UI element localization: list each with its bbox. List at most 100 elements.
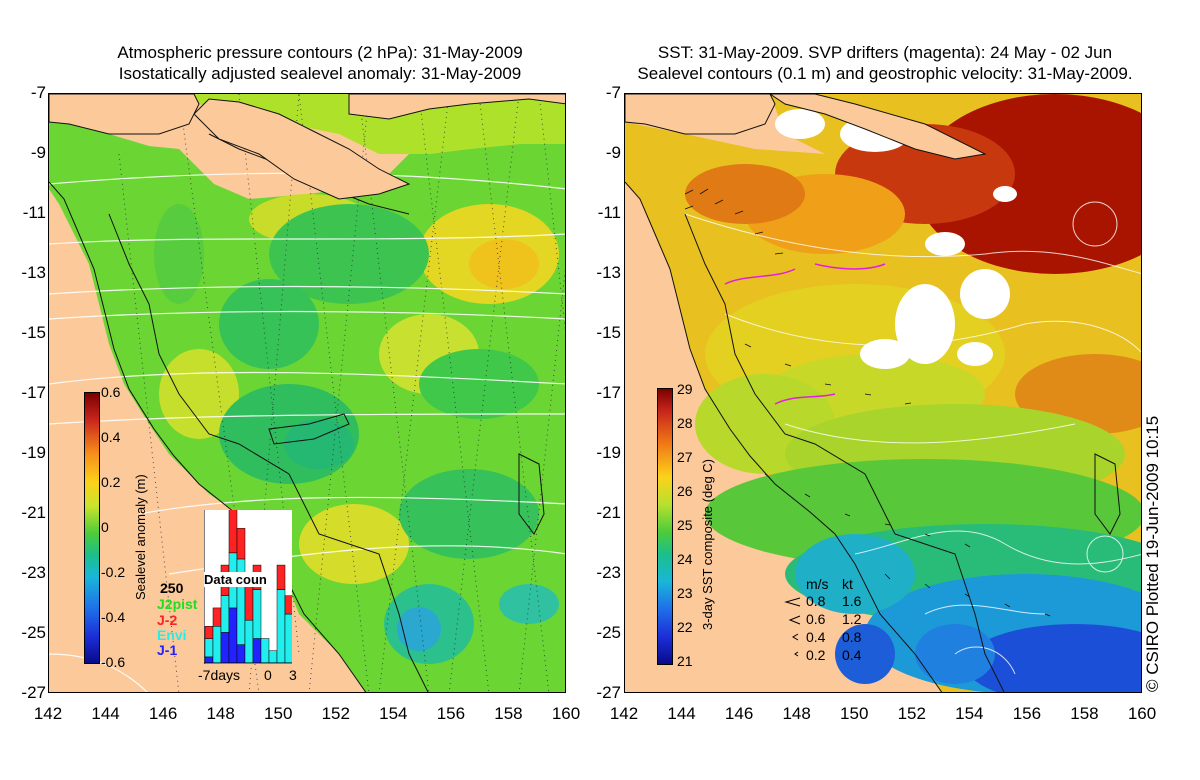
data-count-xlabel-start: -7days [198,667,241,683]
legend-j2: J-2 [157,612,178,628]
left-y-tick: -13 [21,263,46,282]
right-x-tick: 160 [1127,704,1157,723]
velocity-key-ms: 0.8 [806,593,826,609]
sealevel-colorbar [84,392,100,664]
legend-j1: J-1 [157,642,178,658]
data-count-bar [236,644,246,664]
data-count-bar [204,638,214,658]
sealevel-map-canvas [49,94,565,692]
right-title-line1: SST: 31-May-2009. SVP drifters (magenta)… [657,43,1113,62]
data-count-xlabel-zero: 0 [264,667,272,683]
data-count-bar [260,638,270,664]
sst-colorbar-tick: 28 [677,415,693,431]
data-count-bar [236,528,246,560]
right-x-tick: 146 [724,704,754,723]
data-count-ymax: 250 [160,580,184,596]
left-x-tick: 148 [206,704,235,723]
left-x-tick: 150 [264,704,293,723]
data-count-bar [252,638,262,664]
right-y-tick: -9 [605,143,621,162]
sst-colorbar-tick: 23 [677,585,693,601]
legend-envi: Envi [157,627,187,643]
right-y-tick: -11 [597,203,621,222]
left-x-tick: 146 [148,704,178,723]
data-count-bar [220,632,230,664]
right-title-line2: Sealevel contours (0.1 m) and geostrophi… [637,64,1133,83]
sst-colorbar-tick: 25 [677,517,693,533]
left-x-tick: 154 [379,704,408,723]
sst-colorbar-tick: 24 [677,551,693,567]
data-count-bar [276,589,286,664]
sealevel-anomaly-map [48,93,566,693]
velocity-key-ms: 0.6 [806,611,826,627]
left-y-tick: -27 [21,683,46,702]
left-title-line2: Isostatically adjusted sealevel anomaly:… [118,64,522,83]
right-y-tick: -25 [596,623,621,642]
sst-colorbar-tick: 26 [677,483,693,499]
left-x-tick: 156 [436,704,466,723]
sst-colorbar [657,388,673,665]
right-x-tick: 148 [782,704,811,723]
left-x-tick: 142 [33,704,63,723]
left-y-tick: -23 [21,563,46,582]
velocity-key-arrows [782,592,882,672]
sealevel-colorbar-tick: 0.6 [101,384,121,400]
left-y-tick: -7 [30,83,46,102]
left-x-tick: 144 [91,704,120,723]
velocity-key-ms: 0.2 [806,647,826,663]
left-y-tick: -21 [21,503,46,522]
right-x-tick: 144 [667,704,696,723]
sst-colorbar-tick: 27 [677,449,693,465]
data-count-bar [244,619,254,664]
left-title-line1: Atmospheric pressure contours (2 hPa): 3… [117,43,523,62]
velocity-key-kt: 0.8 [842,629,862,645]
sealevel-colorbar-label: Sealevel anomaly (m) [133,474,148,600]
right-x-tick: 156 [1012,704,1042,723]
left-x-tick: 152 [321,704,350,723]
right-y-tick: -23 [596,563,621,582]
right-x-tick: 152 [897,704,926,723]
sst-colorbar-tick: 21 [677,653,693,669]
right-y-tick: -17 [596,383,621,402]
right-y-tick: -15 [596,323,621,342]
velocity-key-ms: 0.4 [806,629,826,645]
left-y-tick: -9 [30,143,46,162]
data-count-xlabel-end: 3 [289,667,297,683]
left-y-tick: -19 [21,443,46,462]
sealevel-colorbar-tick: 0.4 [101,429,121,445]
sst-map [624,93,1142,693]
right-x-tick: 158 [1070,704,1099,723]
data-count-bar [268,650,278,664]
data-count-bar [212,607,222,627]
right-x-tick: 150 [840,704,869,723]
velocity-key-header-ms: m/s [806,576,829,592]
left-y-tick: -11 [22,203,46,222]
sealevel-colorbar-tick: -0.4 [101,609,126,625]
copyright-text: © CSIRO Plotted 19-Jun-2009 10:15 [1143,415,1162,692]
velocity-key-kt: 0.4 [842,647,862,663]
velocity-key-header-kt: kt [842,576,853,592]
sst-map-canvas [625,94,1141,692]
data-count-inset [203,503,294,664]
left-y-tick: -25 [21,623,46,642]
data-count-bar [284,613,294,664]
data-count-bar [284,595,294,615]
left-y-tick: -15 [21,323,46,342]
data-count-chart [203,503,294,664]
velocity-key-kt: 1.2 [842,611,862,627]
velocity-key-kt: 1.6 [842,593,862,609]
right-y-tick: -21 [596,503,621,522]
sst-colorbar-tick: 29 [677,381,693,397]
data-count-bar [204,656,214,664]
sst-colorbar-label: 3-day SST composite (deg C) [700,459,715,630]
sealevel-colorbar-tick: 0.2 [101,474,121,490]
left-y-tick: -17 [21,383,46,402]
data-count-bar [252,589,262,639]
right-x-tick: 142 [609,704,639,723]
sealevel-colorbar-tick: -0.2 [101,564,126,580]
data-count-bar [228,607,238,664]
right-y-tick: -27 [596,683,621,702]
data-count-bar [276,564,286,590]
right-x-tick: 154 [955,704,984,723]
data-count-bar [228,503,238,554]
